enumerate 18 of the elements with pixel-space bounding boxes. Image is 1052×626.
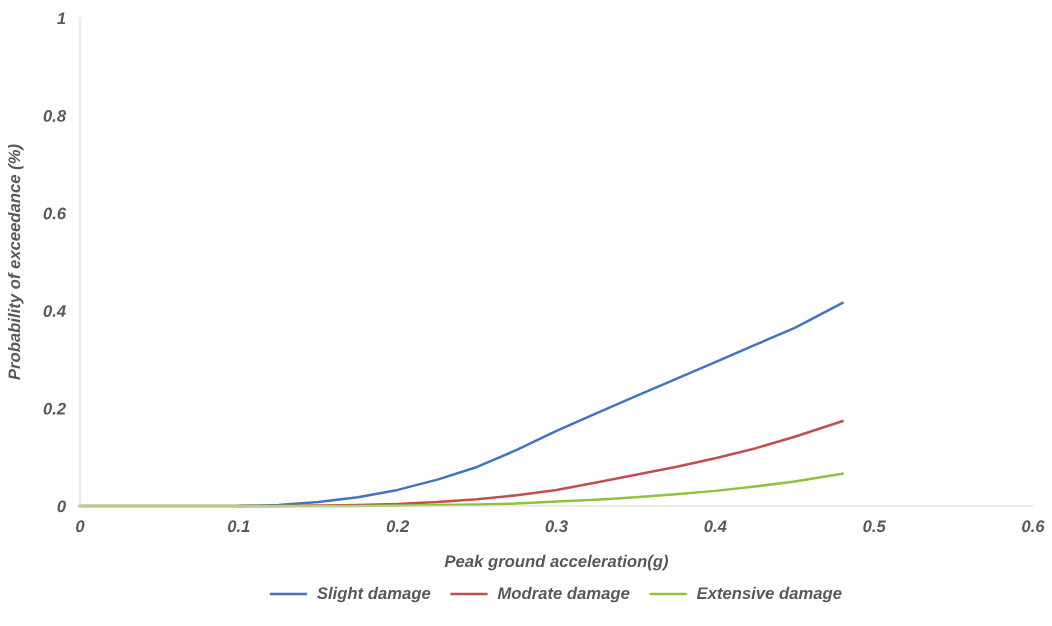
legend-label: Modrate damage [497, 586, 630, 603]
y-tick-label: 0.2 [43, 402, 66, 415]
y-axis-title: Probability of exceedance (%) [7, 144, 24, 380]
x-tick-label: 0.1 [227, 520, 250, 533]
y-tick-label: 0.8 [43, 110, 67, 122]
x-tick-label: 0.6 [1022, 520, 1045, 533]
x-tick-label: 0 [76, 520, 85, 533]
x-axis-title: Peak ground acceleration(g) [444, 554, 669, 571]
y-tick-label: 0.4 [43, 305, 66, 317]
legend-label: Extensive damage [696, 586, 842, 603]
y-tick-label: 0 [57, 500, 66, 513]
x-tick-label: 0.2 [386, 520, 410, 533]
x-tick-label: 0.4 [704, 520, 727, 533]
y-tick-label: 1 [57, 12, 66, 25]
x-tick-label: 0.3 [545, 520, 568, 533]
x-tick-label: 0.5 [863, 520, 886, 533]
y-tick-label: 0.6 [43, 207, 67, 220]
legend-label: Slight damage [317, 586, 431, 603]
